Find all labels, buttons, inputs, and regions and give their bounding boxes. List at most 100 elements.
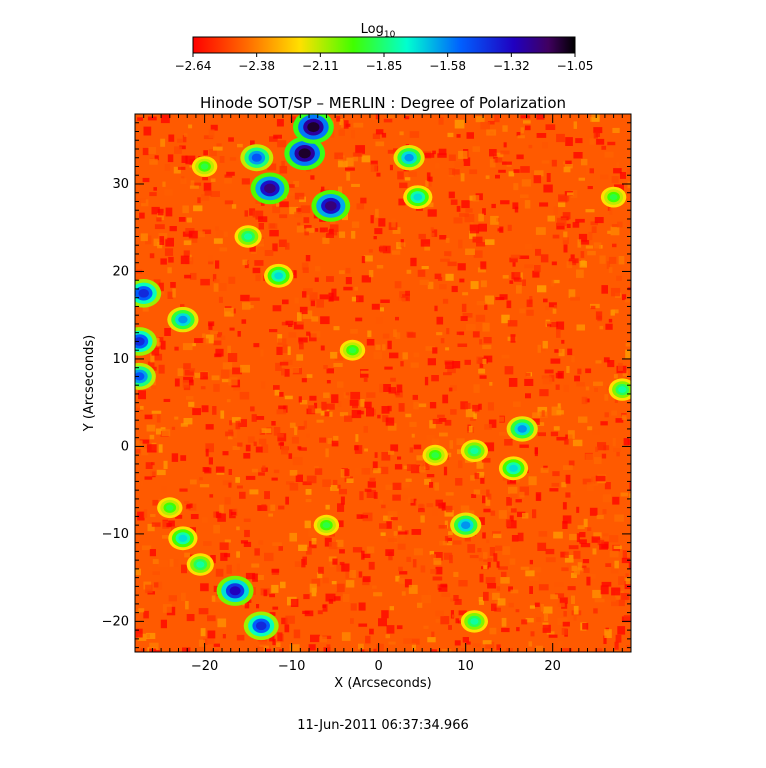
texture-cell — [214, 279, 220, 283]
texture-cell — [213, 585, 220, 592]
texture-cell — [405, 478, 412, 482]
texture-cell — [208, 323, 213, 330]
texture-cell — [438, 277, 443, 281]
texture-cell — [445, 347, 450, 351]
texture-cell — [469, 169, 478, 175]
texture-cell — [529, 559, 533, 565]
texture-cell — [207, 615, 216, 622]
texture-cell — [278, 546, 283, 551]
texture-cell — [432, 418, 443, 424]
texture-cell — [249, 459, 255, 465]
texture-cell — [156, 469, 166, 476]
texture-cell — [288, 184, 295, 188]
texture-cell — [258, 216, 268, 223]
texture-cell — [337, 503, 345, 512]
texture-cell — [385, 417, 395, 426]
texture-cell — [236, 551, 240, 558]
texture-cell — [579, 539, 587, 544]
texture-cell — [370, 215, 374, 224]
texture-cell — [213, 597, 222, 603]
texture-cell — [614, 560, 619, 569]
texture-cell — [264, 552, 274, 562]
texture-cell — [322, 479, 331, 487]
x-axis-label: X (Arcseconds) — [334, 676, 431, 691]
texture-cell — [256, 575, 264, 580]
texture-cell — [191, 182, 202, 186]
texture-cell — [623, 438, 629, 446]
texture-cell — [277, 140, 287, 148]
texture-cell — [300, 205, 311, 214]
texture-cell — [472, 146, 480, 152]
texture-cell — [296, 225, 304, 233]
texture-cell — [173, 166, 181, 174]
texture-cell — [398, 531, 408, 535]
texture-cell — [478, 600, 484, 605]
texture-cell — [372, 585, 377, 589]
texture-cell — [145, 462, 153, 469]
texture-cell — [325, 448, 329, 458]
feature-patch — [348, 347, 357, 354]
texture-cell — [444, 510, 454, 517]
texture-cell — [213, 283, 219, 292]
texture-cell — [542, 340, 548, 349]
texture-cell — [613, 168, 622, 174]
texture-cell — [378, 218, 386, 227]
texture-cell — [472, 643, 481, 648]
texture-cell — [215, 230, 223, 238]
texture-cell — [459, 278, 465, 283]
texture-cell — [585, 386, 590, 391]
feature-patch — [135, 372, 145, 381]
texture-cell — [182, 647, 191, 652]
texture-cell — [431, 649, 438, 652]
texture-cell — [508, 378, 518, 387]
texture-cell — [578, 177, 585, 181]
texture-cell — [516, 132, 521, 137]
texture-cell — [244, 210, 248, 217]
texture-cell — [556, 222, 565, 230]
texture-cell — [272, 638, 276, 646]
texture-cell — [151, 206, 160, 215]
texture-cell — [145, 584, 153, 594]
texture-cell — [604, 482, 611, 490]
texture-cell — [464, 214, 475, 223]
texture-cell — [315, 228, 319, 232]
texture-cell — [576, 269, 584, 278]
texture-cell — [570, 296, 580, 301]
texture-cell — [137, 511, 145, 521]
texture-cell — [226, 564, 232, 574]
texture-cell — [437, 153, 447, 158]
texture-cell — [350, 603, 357, 611]
texture-cell — [282, 299, 289, 305]
texture-cell — [392, 494, 401, 501]
texture-cell — [426, 181, 432, 187]
texture-cell — [397, 525, 402, 531]
texture-cell — [410, 257, 417, 267]
texture-cell — [541, 410, 545, 417]
feature-patch — [325, 201, 337, 211]
texture-cell — [483, 337, 492, 344]
texture-cell — [330, 351, 338, 359]
texture-cell — [156, 338, 160, 347]
texture-cell — [306, 374, 313, 378]
texture-cell — [326, 403, 335, 410]
texture-cell — [492, 592, 500, 600]
texture-cell — [323, 365, 328, 370]
texture-cell — [235, 420, 241, 430]
texture-cell — [304, 520, 311, 529]
texture-cell — [140, 480, 144, 486]
texture-cell — [442, 394, 449, 404]
texture-cell — [208, 149, 217, 157]
texture-cell — [183, 500, 190, 504]
texture-cell — [482, 344, 492, 350]
texture-cell — [269, 223, 276, 229]
texture-cell — [342, 213, 348, 221]
texture-cell — [362, 576, 371, 583]
texture-cell — [420, 565, 426, 573]
texture-cell — [215, 568, 224, 577]
feature-patch — [274, 272, 283, 280]
texture-cell — [464, 359, 471, 365]
texture-cell — [160, 290, 165, 295]
texture-cell — [433, 557, 442, 565]
texture-cell — [477, 267, 486, 273]
texture-cell — [174, 378, 180, 387]
